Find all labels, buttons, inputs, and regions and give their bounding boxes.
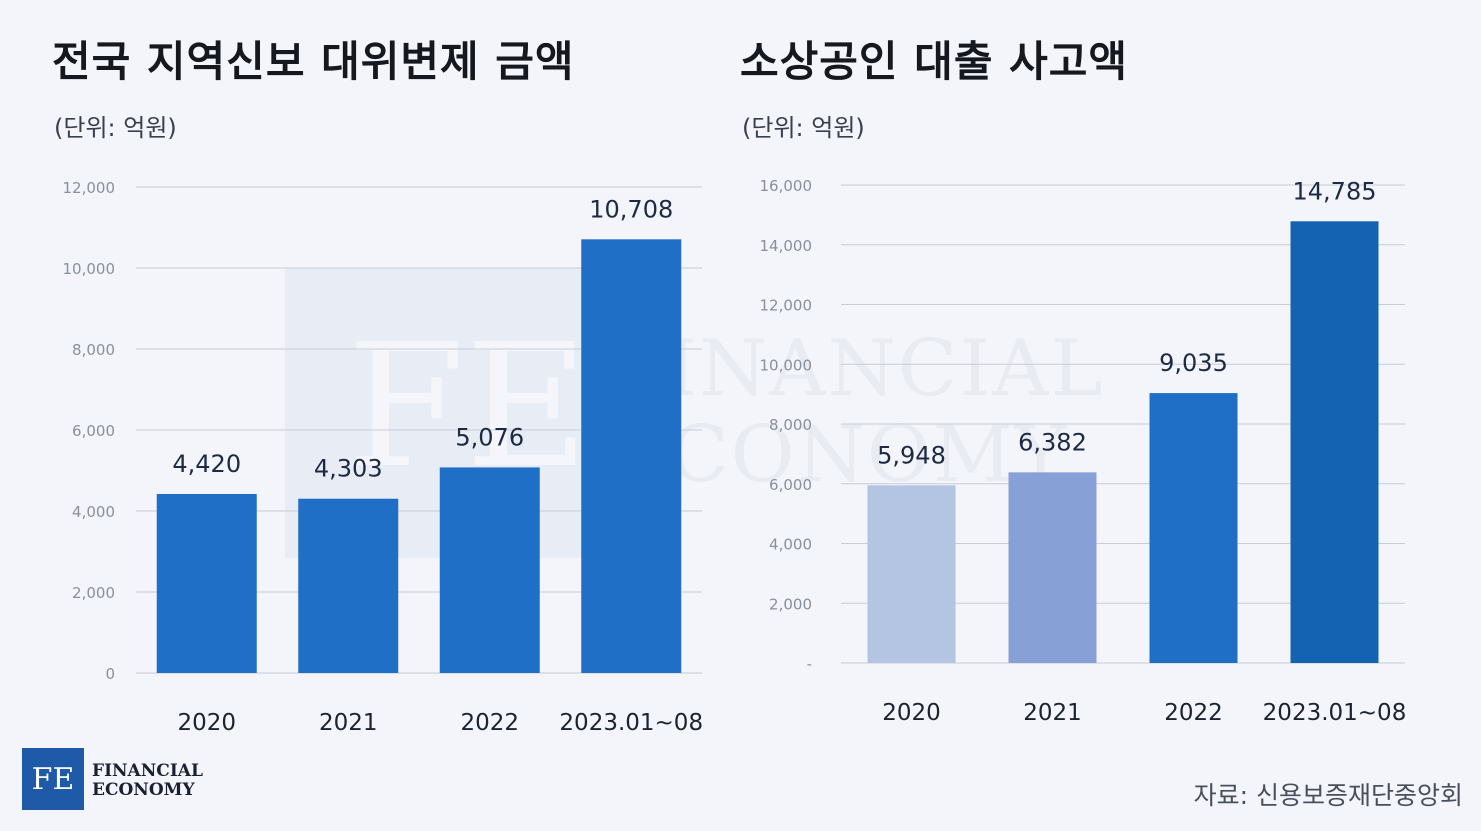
right-ytick-label: 16,000 (760, 177, 813, 195)
left-bar (581, 239, 682, 674)
right-ytick-label: 14,000 (760, 237, 813, 255)
left-category-label: 2022 (460, 710, 519, 736)
left-chart-title: 전국 지역신보 대위변제 금액 (52, 37, 575, 86)
right-category-label: 2022 (1164, 700, 1223, 726)
left-ytick-label: 0 (105, 665, 115, 683)
right-category-label: 2023.01~08 (1263, 700, 1407, 726)
left-chart-unit: (단위: 억원) (54, 114, 177, 142)
left-ytick-label: 2,000 (72, 584, 115, 602)
right-ytick-label: 2,000 (769, 595, 812, 613)
right-bar (1008, 472, 1097, 663)
logo-line2: ECONOMY (92, 780, 195, 800)
left-bar (156, 493, 257, 673)
right-value-label: 14,785 (1293, 177, 1377, 205)
right-value-label: 6,382 (1018, 428, 1087, 456)
right-ytick-label: 8,000 (769, 416, 812, 434)
left-value-label: 4,420 (172, 450, 241, 478)
right-category-label: 2020 (882, 700, 941, 726)
logo-text: FINANCIAL ECONOMY (92, 762, 203, 800)
right-chart-title: 소상공인 대출 사고액 (740, 37, 1129, 86)
source-note: 자료: 신용보증재단중앙회 (1193, 781, 1463, 810)
left-category-label: 2020 (177, 710, 236, 736)
logo-line1: FINANCIAL (92, 761, 203, 781)
right-ytick-label: 6,000 (769, 476, 812, 494)
right-ytick-label: 10,000 (760, 356, 813, 374)
left-ytick-label: 12,000 (63, 179, 116, 197)
right-value-label: 9,035 (1159, 349, 1228, 377)
right-bar (1290, 221, 1379, 663)
right-ytick-label: 12,000 (760, 297, 813, 315)
left-bar (439, 467, 540, 673)
right-bar (867, 485, 956, 663)
left-ytick-label: 10,000 (63, 260, 116, 278)
left-value-label: 4,303 (314, 455, 383, 483)
left-category-label: 2023.01~08 (559, 710, 703, 736)
left-category-label: 2021 (319, 710, 378, 736)
logo-monogram: FE (22, 748, 84, 810)
right-bar (1149, 393, 1238, 663)
right-chart-unit: (단위: 억원) (742, 114, 865, 142)
right-ytick-label: 4,000 (769, 536, 812, 554)
left-ytick-label: 4,000 (72, 503, 115, 521)
right-value-label: 5,948 (877, 441, 946, 469)
left-value-label: 10,708 (589, 195, 673, 223)
left-value-label: 5,076 (455, 423, 524, 451)
left-bar (298, 498, 399, 673)
right-ytick-label: - (807, 655, 812, 673)
left-ytick-label: 6,000 (72, 422, 115, 440)
right-category-label: 2021 (1023, 700, 1082, 726)
left-ytick-label: 8,000 (72, 341, 115, 359)
